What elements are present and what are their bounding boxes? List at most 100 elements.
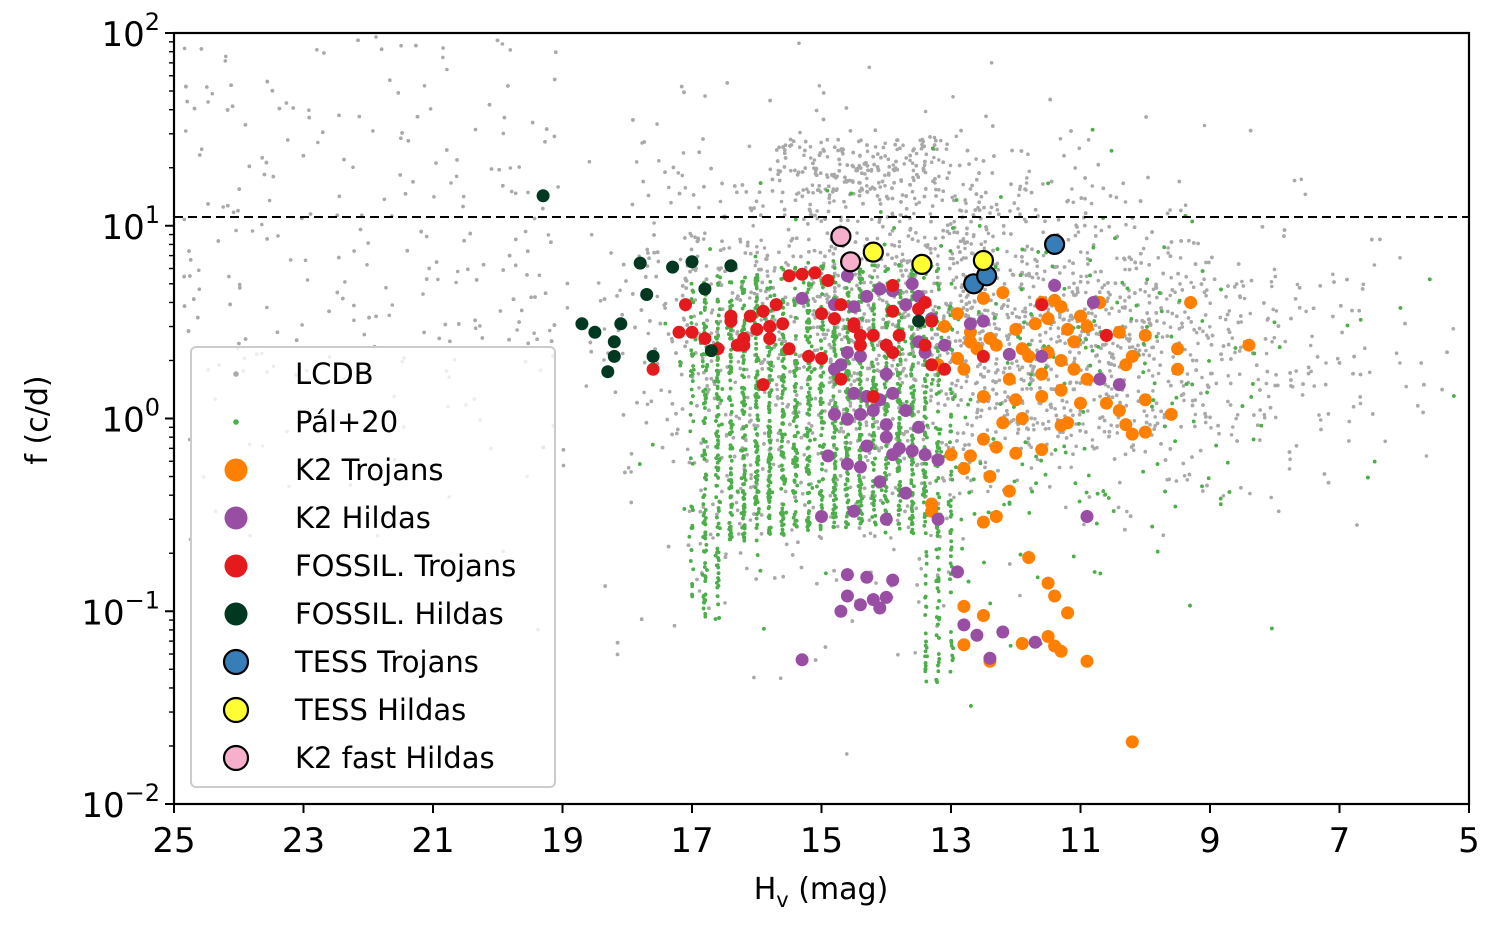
lcdb-point: [881, 298, 885, 303]
lcdb-point: [1177, 179, 1182, 184]
lcdb-point: [821, 91, 826, 95]
lcdb-point: [869, 169, 874, 173]
lcdb-point: [1065, 400, 1069, 404]
lcdb-point: [923, 170, 928, 175]
lcdb-point: [737, 532, 741, 536]
lcdb-point: [260, 222, 264, 227]
lcdb-point: [1074, 422, 1078, 426]
lcdb-point: [744, 190, 749, 194]
lcdb-point: [1010, 361, 1014, 366]
lcdb-point: [879, 445, 884, 450]
lcdb-point: [695, 404, 699, 408]
lcdb-point: [862, 280, 866, 285]
lcdb-point: [814, 108, 819, 113]
lcdb-point: [917, 557, 922, 561]
lcdb-point: [1144, 420, 1149, 425]
lcdb-point: [250, 229, 255, 233]
lcdb-point: [1161, 533, 1166, 537]
lcdb-point: [669, 200, 673, 205]
lcdb-point: [991, 292, 996, 297]
lcdb-point: [716, 266, 721, 271]
lcdb-point: [1205, 288, 1209, 292]
lcdb-point: [1019, 282, 1024, 287]
lcdb-point: [1202, 277, 1206, 282]
lcdb-point: [1273, 415, 1278, 420]
lcdb-point: [1029, 445, 1033, 450]
lcdb-point: [836, 148, 840, 153]
lcdb-point: [1100, 285, 1104, 290]
lcdb-point: [859, 138, 863, 143]
lcdb-point: [821, 147, 825, 152]
lcdb-point: [749, 290, 753, 295]
lcdb-point: [951, 278, 956, 283]
lcdb-point: [969, 306, 973, 311]
lcdb-point: [837, 169, 842, 173]
lcdb-point: [221, 205, 225, 209]
lcdb-point: [227, 274, 231, 279]
lcdb-point: [1005, 304, 1010, 309]
lcdb-point: [975, 380, 979, 385]
lcdb-point: [841, 151, 845, 156]
lcdb-point: [508, 166, 513, 170]
lcdb-point: [529, 295, 533, 300]
lcdb-point: [887, 165, 892, 169]
lcdb-point: [501, 131, 506, 136]
lcdb-point: [1269, 495, 1273, 500]
lcdb-point: [199, 147, 204, 151]
lcdb-point: [596, 281, 601, 285]
lcdb-point: [679, 84, 684, 89]
lcdb-point: [1094, 234, 1098, 238]
lcdb-point: [655, 122, 659, 126]
lcdb-point: [701, 237, 706, 241]
lcdb-point: [965, 422, 970, 427]
lcdb-point: [1232, 285, 1237, 289]
lcdb-point: [1078, 429, 1082, 433]
lcdb-point: [543, 140, 547, 144]
lcdb-point: [990, 171, 995, 175]
lcdb-point: [913, 651, 917, 655]
lcdb-point: [1019, 149, 1024, 153]
lcdb-point: [1047, 426, 1051, 431]
lcdb-point: [523, 229, 528, 234]
lcdb-point: [1067, 259, 1072, 263]
lcdb-point: [1035, 421, 1040, 425]
lcdb-point: [911, 168, 916, 173]
lcdb-point: [877, 197, 882, 202]
lcdb-point: [1165, 211, 1170, 216]
lcdb-point: [678, 257, 683, 262]
lcdb-point: [727, 246, 732, 250]
lcdb-point: [1134, 266, 1139, 271]
lcdb-point: [922, 163, 927, 167]
lcdb-point: [795, 236, 799, 240]
lcdb-point: [797, 354, 802, 359]
lcdb-point: [1108, 351, 1112, 355]
lcdb-point: [873, 145, 878, 149]
lcdb-point: [1143, 449, 1148, 454]
lcdb-point: [544, 127, 549, 131]
lcdb-point: [517, 165, 521, 169]
lcdb-point: [1179, 425, 1183, 429]
lcdb-point: [828, 357, 833, 362]
lcdb-point: [760, 280, 765, 285]
lcdb-point: [1054, 374, 1059, 379]
lcdb-point: [818, 294, 822, 299]
lcdb-point: [692, 314, 696, 319]
lcdb-point: [932, 143, 937, 147]
lcdb-point: [1252, 413, 1256, 417]
lcdb-point: [501, 184, 505, 188]
lcdb-point: [362, 332, 367, 337]
lcdb-point: [515, 328, 519, 332]
lcdb-point: [1029, 190, 1034, 195]
lcdb-point: [358, 227, 363, 232]
lcdb-point: [1166, 246, 1170, 250]
lcdb-point: [437, 336, 442, 341]
lcdb-point: [1009, 182, 1013, 186]
lcdb-point: [1144, 115, 1148, 119]
lcdb-point: [1006, 337, 1010, 342]
lcdb-point: [897, 239, 902, 244]
lcdb-point: [783, 489, 788, 494]
lcdb-point: [1226, 327, 1231, 332]
lcdb-point: [422, 330, 426, 335]
lcdb-point: [1085, 257, 1090, 261]
lcdb-point: [1107, 434, 1111, 439]
